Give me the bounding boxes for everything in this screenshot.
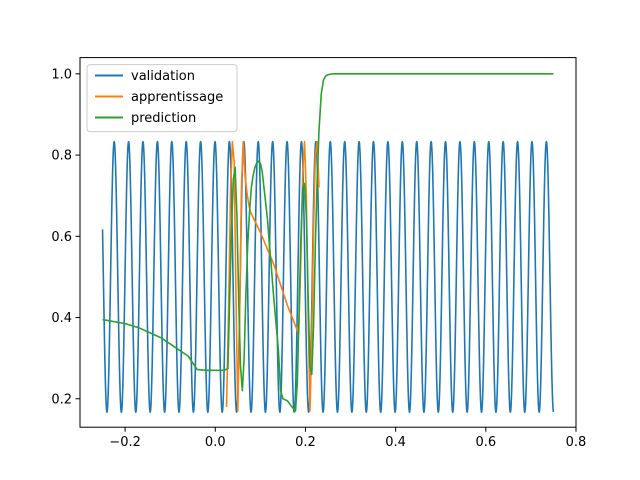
axes-frame: [79, 57, 577, 428]
y-tick-label: 1.0: [51, 67, 72, 82]
x-tick-label: 0.6: [475, 435, 496, 450]
series-line-prediction: [102, 73, 554, 412]
x-axis: −0.2 0.0 0.2 0.4 0.6 0.8: [109, 427, 586, 450]
legend: validation apprentissage prediction: [86, 64, 238, 133]
series-layer: [101, 73, 555, 413]
y-tick-label: 0.4: [51, 311, 72, 326]
series-line-apprentissage: [225, 140, 320, 412]
y-tick-label: 0.8: [51, 149, 72, 164]
x-tick-label: −0.2: [109, 435, 141, 450]
x-tick-label: 0.2: [295, 435, 316, 450]
legend-label-validation: validation: [131, 69, 195, 84]
x-tick-label: 0.4: [385, 435, 406, 450]
y-axis: 0.2 0.4 0.6 0.8 1.0: [51, 67, 80, 407]
x-tick-label: 0.8: [566, 435, 587, 450]
y-tick-label: 0.6: [51, 230, 72, 245]
y-tick-label: 0.2: [51, 392, 72, 407]
series-line-validation: [101, 140, 555, 413]
x-tick-label: 0.0: [205, 435, 226, 450]
legend-label-prediction: prediction: [131, 111, 196, 126]
legend-box: [86, 64, 238, 133]
legend-label-apprentissage: apprentissage: [131, 90, 223, 105]
